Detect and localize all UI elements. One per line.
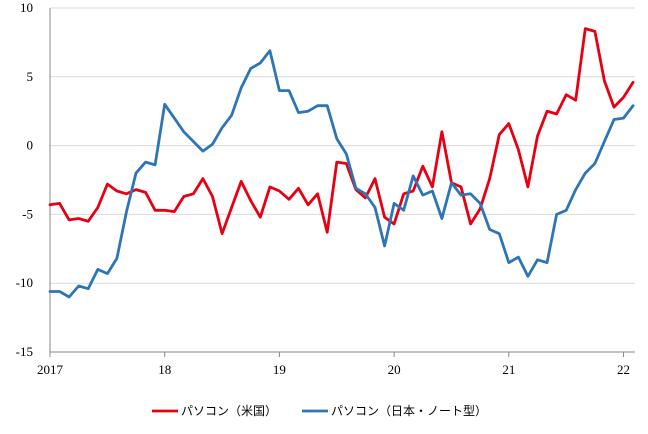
y-tick-label: -5 [22, 206, 33, 221]
series-line-1 [48, 27, 635, 236]
x-tick-label: 2017 [37, 362, 64, 377]
y-tick-label: -15 [16, 344, 33, 359]
legend: パソコン（米国） パソコン（日本・ノート型） [152, 404, 487, 418]
y-tick-label: 5 [27, 69, 34, 84]
axes: 10 5 0 -5 -10 -15 2017 18 19 20 21 22 [16, 0, 630, 377]
legend-label-1: パソコン（米国） [181, 404, 277, 418]
gridlines [50, 7, 635, 353]
y-tick-label: 0 [27, 138, 34, 153]
x-tick-label: 20 [388, 362, 401, 377]
y-tick-label: 10 [20, 0, 33, 15]
series-line-2 [48, 49, 635, 299]
y-tick-label: -10 [16, 275, 33, 290]
x-tick-label: 19 [273, 362, 286, 377]
x-tick-label: 18 [158, 362, 171, 377]
series-lines [48, 27, 635, 299]
legend-label-2: パソコン（日本・ノート型） [331, 404, 487, 418]
x-tick-label: 22 [617, 362, 630, 377]
x-tick-label: 21 [502, 362, 515, 377]
